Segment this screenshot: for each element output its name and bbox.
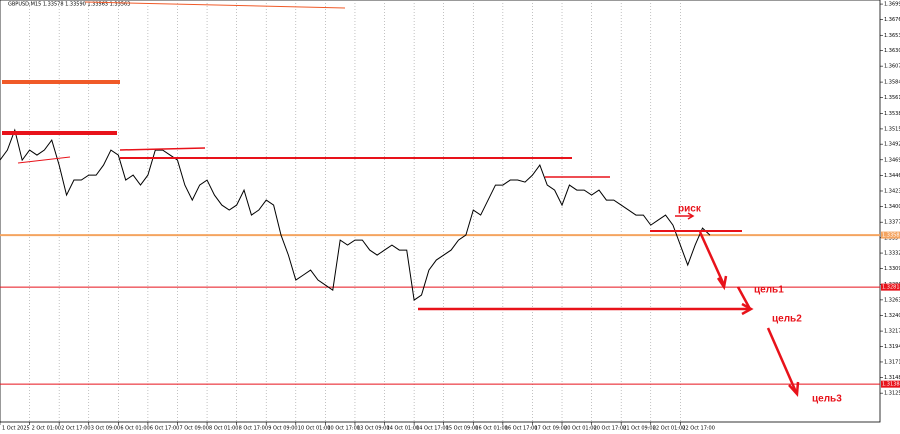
- y-tick-label: 1.35840: [884, 80, 900, 86]
- x-tick-label: 9 Oct 09:00: [268, 426, 297, 432]
- y-tick-label: 1.36530: [884, 33, 900, 39]
- x-tick-label: 20 Oct 01:00: [564, 426, 597, 432]
- x-tick-label: 21 Oct 09:00: [623, 426, 656, 432]
- annotation: цель3: [812, 394, 842, 405]
- chart-title: GBPUSD,M15 1.33578 1.33590 1.33563 1.335…: [8, 2, 130, 8]
- level-label: 1.31388: [882, 382, 900, 388]
- arrow: [766, 327, 798, 393]
- x-tick-label: 3 Oct 09:00: [91, 426, 120, 432]
- y-tick-label: 1.31255: [884, 391, 900, 397]
- x-tick-label: 13 Oct 09:00: [357, 426, 390, 432]
- x-tick-label: 8 Oct 17:00: [239, 426, 268, 432]
- x-tick-label: 6 Oct 01:00: [120, 426, 149, 432]
- y-tick-label: 1.36760: [884, 17, 900, 23]
- y-tick-label: 1.34925: [884, 142, 900, 148]
- arrows: [418, 212, 800, 398]
- x-tick-label: 2 Oct 01:00: [32, 426, 61, 432]
- annotations-shapes: [2, 1, 800, 398]
- y-tick-label: 1.33090: [884, 266, 900, 272]
- y-tick-label: 1.34465: [884, 173, 900, 179]
- x-tick-label: 6 Oct 17:00: [150, 426, 179, 432]
- x-tick-label: 14 Oct 01:00: [387, 426, 420, 432]
- y-tick-label: 1.34695: [884, 157, 900, 163]
- x-tick-label: 20 Oct 17:00: [594, 426, 627, 432]
- arrow-head: [741, 302, 754, 316]
- level-tag: [881, 231, 900, 239]
- series: [0, 128, 711, 301]
- level-label: 1.33585: [882, 233, 900, 239]
- y-tick-label: 1.36075: [884, 64, 900, 70]
- x-tick-label: 10 Oct 17:00: [327, 426, 360, 432]
- levels: [0, 234, 880, 385]
- y-tick-label: 1.35610: [884, 95, 900, 101]
- y-tick-label: 1.31485: [884, 375, 900, 381]
- annotation: цель1: [754, 285, 784, 296]
- arrow-head: [687, 212, 695, 220]
- y-tick-label: 1.35150: [884, 126, 900, 132]
- x-tick-label: 8 Oct 01:00: [209, 426, 238, 432]
- y-tick-label: 1.35380: [884, 111, 900, 117]
- y-tick-label: 1.33320: [884, 251, 900, 257]
- level-tag: [881, 283, 900, 291]
- y-tick-label: 1.32400: [884, 313, 900, 319]
- y-tick-label: 1.36990: [884, 2, 900, 8]
- x-tick-label: 7 Oct 09:00: [179, 426, 208, 432]
- arrow: [698, 231, 726, 286]
- x-tick-label: 16 Oct 01:00: [475, 426, 508, 432]
- x-tick-label: 17 Oct 09:00: [534, 426, 567, 432]
- level-label: 1.32818: [882, 285, 900, 291]
- plot-frame: [0, 0, 881, 423]
- x-tick-label: 22 Oct 17:00: [682, 426, 715, 432]
- price-line: [0, 128, 711, 301]
- x-tick-label: 22 Oct 01:00: [653, 426, 686, 432]
- x-tick-label: 16 Oct 17:00: [505, 426, 538, 432]
- y-tick-label: 1.32630: [884, 297, 900, 303]
- x-tick-label: 2 Oct 17:00: [61, 426, 90, 432]
- trend-line: [84, 1, 346, 9]
- x-tick-label: 1 Oct 2025: [2, 426, 30, 432]
- x-tick-label: 15 Oct 09:00: [446, 426, 479, 432]
- y-tick-label: 1.34235: [884, 188, 900, 194]
- annotation: цель2: [772, 314, 802, 325]
- arrow: [736, 286, 752, 310]
- x-tick-label: 14 Oct 17:00: [416, 426, 449, 432]
- y-tick-label: 1.34005: [884, 204, 900, 210]
- grid: [29, 0, 681, 422]
- trend-line: [17, 156, 71, 164]
- y-tick-label: 1.33775: [884, 220, 900, 226]
- annotation: риск: [678, 204, 702, 215]
- arrow-head: [788, 381, 800, 398]
- level-line: [119, 147, 206, 151]
- arrow-head: [716, 275, 728, 291]
- y-tick-label: 1.31945: [884, 344, 900, 350]
- x-tick-label: 10 Oct 01:00: [298, 426, 331, 432]
- level-tag: [881, 380, 900, 388]
- y-tick-label: 1.31715: [884, 359, 900, 365]
- y-tick-label: 1.32170: [884, 329, 900, 335]
- y-tick-label: 1.36305: [884, 48, 900, 54]
